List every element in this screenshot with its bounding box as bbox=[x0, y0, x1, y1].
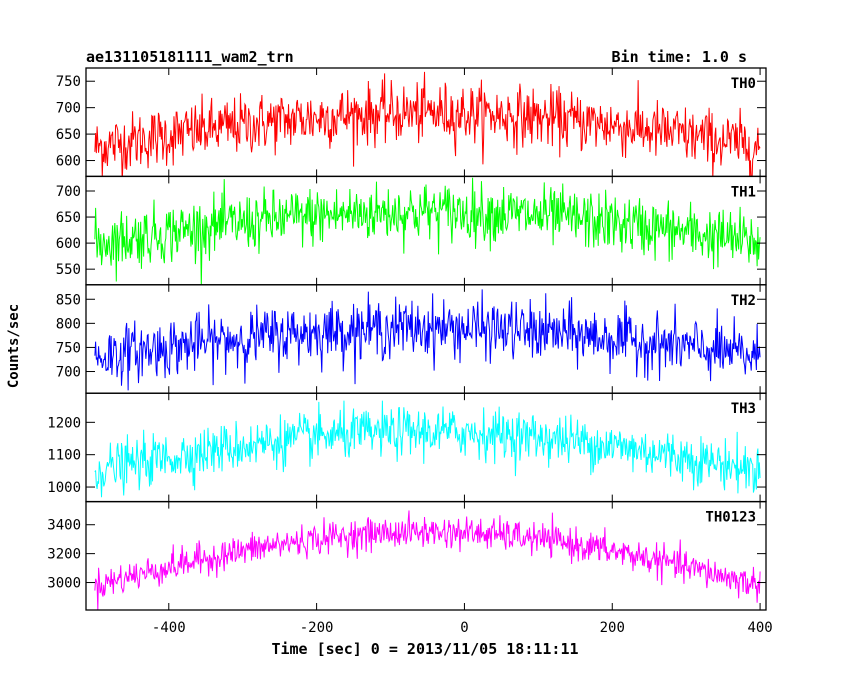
series-line-th0 bbox=[94, 71, 761, 177]
x-tick-label: 0 bbox=[460, 620, 468, 636]
panel-label-th3: TH3 bbox=[731, 401, 756, 417]
y-tick-label: 600 bbox=[56, 236, 81, 252]
y-tick-label: 700 bbox=[56, 101, 81, 117]
y-tick-label: 3200 bbox=[47, 547, 81, 563]
series-line-th0123 bbox=[94, 510, 761, 611]
y-tick-label: 700 bbox=[56, 184, 81, 200]
y-tick-label: 600 bbox=[56, 154, 81, 170]
panels-group: 600 650 700 750 TH0 550 600 650 700 TH1 700 750 800 8… bbox=[47, 67, 773, 636]
series-line-th2 bbox=[94, 289, 761, 391]
y-tick-label: 3000 bbox=[47, 576, 81, 592]
y-tick-label: 850 bbox=[56, 292, 81, 308]
x-tick-label: -200 bbox=[300, 620, 334, 636]
chart-title-right: Bin time: 1.0 s bbox=[612, 48, 747, 66]
y-tick-label: 700 bbox=[56, 365, 81, 381]
panel-frame-th0123 bbox=[85, 500, 767, 611]
y-tick-label: 650 bbox=[56, 127, 81, 143]
y-tick-label: 650 bbox=[56, 210, 81, 226]
y-tick-label: 800 bbox=[56, 316, 81, 332]
x-tick-label: -400 bbox=[152, 620, 186, 636]
series-line-th3 bbox=[94, 400, 761, 498]
y-tick-label: 750 bbox=[56, 74, 81, 90]
y-tick-label: 3400 bbox=[47, 518, 81, 534]
y-axis-label: Counts/sec bbox=[6, 304, 22, 388]
panel-label-th2: TH2 bbox=[731, 293, 756, 309]
chart-title-left: ae131105181111_wam2_trn bbox=[86, 48, 294, 66]
y-tick-label: 1200 bbox=[47, 415, 81, 431]
y-tick-label: 750 bbox=[56, 340, 81, 356]
panel-label-th0123: TH0123 bbox=[705, 510, 756, 526]
series-line-th1 bbox=[94, 177, 761, 285]
y-tick-label: 550 bbox=[56, 262, 81, 278]
x-tick-label: 400 bbox=[747, 620, 772, 636]
panel-label-th1: TH1 bbox=[731, 184, 756, 200]
x-tick-label: 200 bbox=[600, 620, 625, 636]
x-axis-label: Time [sec] 0 = 2013/11/05 18:11:11 bbox=[271, 640, 578, 658]
panel-label-th0: TH0 bbox=[731, 76, 756, 92]
y-tick-label: 1100 bbox=[47, 448, 81, 464]
y-tick-label: 1000 bbox=[47, 480, 81, 496]
